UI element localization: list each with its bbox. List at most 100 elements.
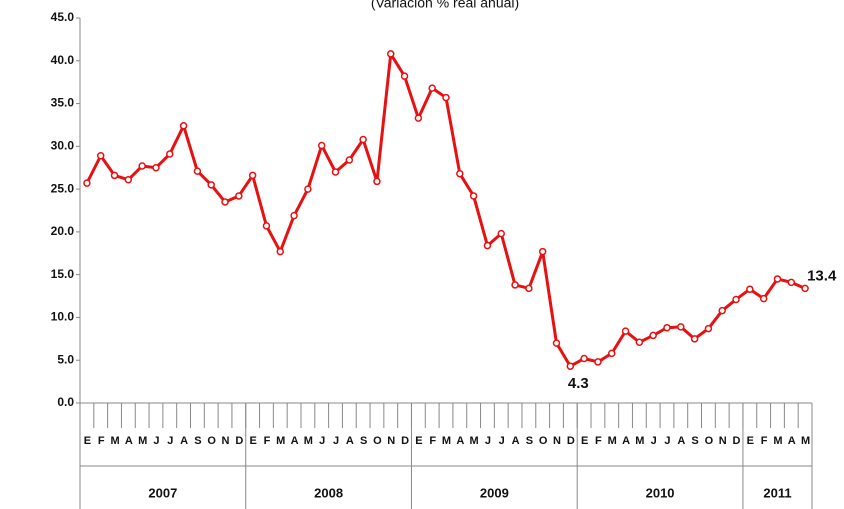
data-point — [124, 175, 133, 184]
x-tick-label: E — [84, 435, 91, 447]
x-tick-label: A — [346, 435, 354, 447]
y-tick-label: 35.0 — [51, 96, 75, 110]
data-point — [331, 168, 340, 176]
data-point — [566, 362, 575, 370]
data-point — [166, 150, 174, 158]
year-label: 2009 — [480, 485, 509, 500]
year-label: 2010 — [646, 485, 675, 500]
x-tick-label: E — [249, 435, 256, 447]
x-tick-label: M — [304, 435, 313, 447]
x-tick-label: S — [194, 435, 201, 447]
y-tick-label: 15.0 — [51, 267, 75, 281]
x-tick-label: F — [595, 435, 602, 447]
data-point — [677, 323, 685, 331]
data-point — [442, 93, 450, 102]
data-point — [456, 169, 464, 178]
data-point — [759, 294, 768, 303]
y-tick-label: 0.0 — [57, 395, 74, 409]
year-label: 2007 — [148, 485, 177, 500]
data-point — [525, 284, 533, 293]
y-tick-label: 20.0 — [51, 224, 75, 238]
x-tick-label: S — [360, 435, 367, 447]
data-point — [538, 247, 547, 256]
data-point — [83, 179, 91, 187]
y-tick-label: 5.0 — [57, 352, 74, 366]
y-tick-label: 45.0 — [51, 10, 75, 24]
data-point — [746, 285, 754, 293]
data-point — [469, 192, 478, 200]
data-point — [497, 229, 505, 238]
x-tick-label: A — [622, 435, 630, 447]
data-point — [483, 241, 492, 250]
x-tick-label: M — [801, 435, 810, 447]
data-point — [773, 275, 782, 283]
x-tick-label: F — [429, 435, 436, 447]
data-point — [345, 156, 354, 164]
data-point — [580, 354, 588, 363]
data-point — [801, 284, 809, 293]
x-tick-label: O — [207, 435, 216, 447]
x-tick-label: A — [180, 435, 188, 447]
data-point — [110, 171, 119, 180]
data-point — [511, 281, 519, 289]
data-point — [248, 171, 257, 180]
year-label: 2011 — [763, 485, 791, 500]
x-tick-label: F — [98, 435, 105, 447]
x-tick-label: J — [485, 435, 491, 447]
data-point — [663, 323, 671, 332]
year-label: 2008 — [314, 485, 343, 500]
data-point — [428, 84, 436, 92]
x-tick-label: N — [719, 435, 727, 447]
x-tick-label: M — [276, 435, 285, 447]
data-point — [235, 192, 243, 200]
data-point — [704, 324, 713, 333]
data-point — [179, 122, 188, 130]
x-tick-label: J — [651, 435, 657, 447]
x-tick-label: M — [470, 435, 479, 447]
x-tick-label: N — [222, 435, 230, 447]
x-tick-label: A — [456, 435, 464, 447]
x-tick-label: M — [773, 435, 782, 447]
x-tick-label: M — [110, 435, 119, 447]
x-tick-label: O — [373, 435, 382, 447]
x-tick-label: E — [415, 435, 422, 447]
x-tick-label: O — [705, 435, 714, 447]
y-tick-label: 25.0 — [51, 181, 75, 195]
data-point — [317, 141, 326, 150]
chart-subtitle: (Variación % real anual) — [371, 0, 519, 11]
x-tick-label: J — [499, 435, 505, 447]
x-tick-label: J — [153, 435, 159, 447]
x-tick-label: J — [319, 435, 325, 447]
data-point — [732, 295, 740, 304]
data-label: 13.4 — [807, 267, 837, 284]
data-point — [607, 349, 616, 358]
x-tick-label: S — [526, 435, 533, 447]
x-tick-label: M — [635, 435, 644, 447]
data-point — [373, 177, 381, 186]
data-point — [400, 72, 409, 80]
x-tick-label: A — [125, 435, 133, 447]
x-tick-label: M — [138, 435, 147, 447]
data-point — [414, 114, 423, 122]
data-point — [152, 163, 160, 172]
x-tick-label: O — [539, 435, 548, 447]
x-tick-label: J — [333, 435, 339, 447]
x-tick-label: A — [677, 435, 685, 447]
x-tick-label: F — [761, 435, 768, 447]
data-point — [221, 198, 229, 206]
x-tick-label: A — [788, 435, 796, 447]
data-point — [96, 151, 105, 160]
data-point — [290, 211, 298, 220]
x-tick-label: A — [291, 435, 299, 447]
x-tick-label: D — [235, 435, 243, 447]
data-point — [387, 50, 395, 58]
x-tick-label: N — [387, 435, 395, 447]
data-point — [787, 278, 796, 287]
data-point — [262, 222, 271, 230]
x-tick-label: D — [567, 435, 575, 447]
data-point — [207, 181, 215, 189]
data-point — [276, 247, 285, 256]
x-tick-label: N — [553, 435, 561, 447]
x-tick-label: M — [442, 435, 451, 447]
